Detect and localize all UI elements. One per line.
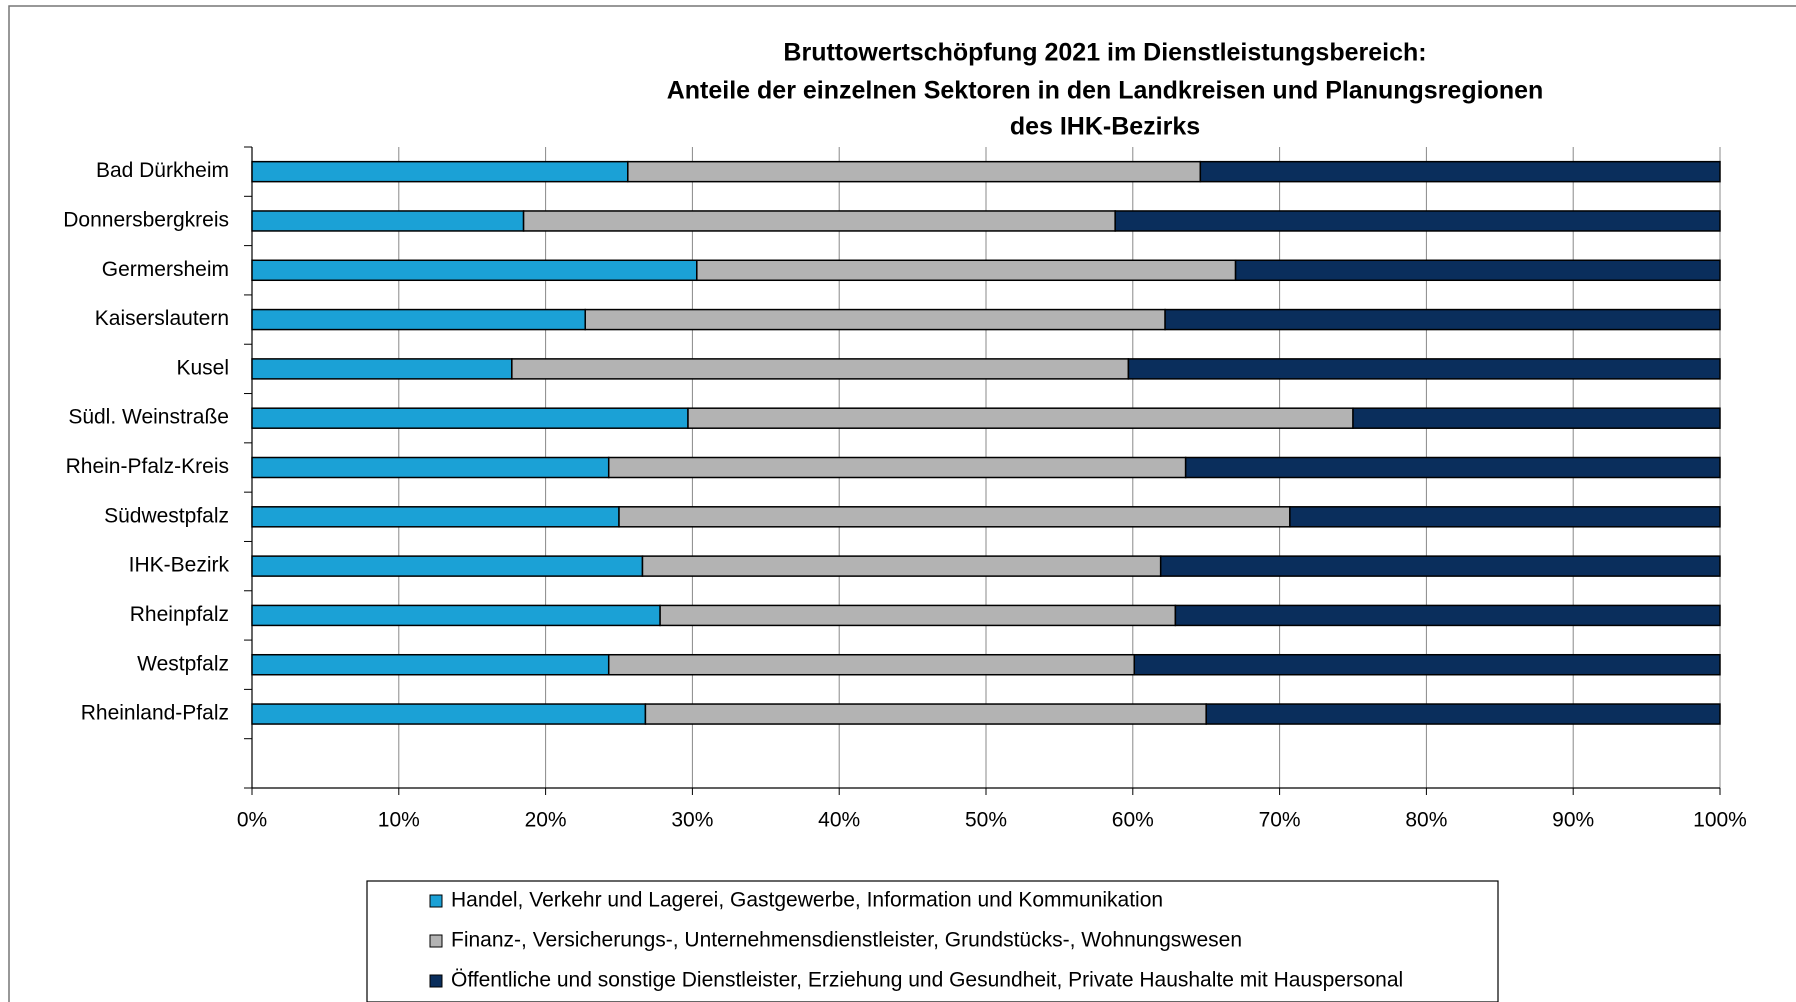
bar-segment — [607, 653, 1136, 676]
legend-label: Finanz-, Versicherungs-, Unternehmensdie… — [451, 929, 1242, 952]
legend-label: Handel, Verkehr und Lagerei, Gastgewerbe… — [451, 889, 1163, 912]
bar-segment — [1133, 653, 1721, 676]
bar-segment — [251, 456, 610, 479]
bar-segment — [1159, 555, 1721, 577]
legend-box — [366, 880, 1499, 1002]
bar-segment — [627, 160, 1202, 183]
x-tick-label: 10% — [378, 809, 420, 832]
bar-segment — [522, 210, 1116, 232]
x-tick-label: 70% — [1259, 809, 1301, 832]
legend-swatch — [429, 934, 443, 948]
bar-segment — [251, 259, 698, 282]
x-tick-label: 80% — [1405, 809, 1447, 832]
x-tick-label: 90% — [1552, 809, 1594, 832]
y-tick-label: Germersheim — [102, 258, 229, 281]
bar-segment — [251, 506, 620, 528]
bar-segment — [1289, 506, 1721, 528]
bar-segment — [696, 259, 1237, 282]
bar-segment — [659, 604, 1177, 627]
y-tick-label: Westpfalz — [137, 652, 229, 675]
bar-segment — [251, 358, 513, 380]
bar-segment — [511, 358, 1130, 380]
bar-segment — [251, 160, 629, 183]
chart-frame — [8, 5, 1796, 1002]
bar-segment — [1164, 308, 1721, 331]
y-tick-label: Bad Dürkheim — [96, 159, 229, 182]
bar-segment — [1184, 456, 1721, 479]
x-tick-label: 30% — [671, 809, 713, 832]
chart-title: Anteile der einzelnen Sektoren in den La… — [667, 77, 1544, 105]
bar-segment — [1114, 210, 1721, 232]
legend-swatch — [429, 894, 443, 908]
y-tick-label: Rhein-Pfalz-Kreis — [66, 455, 229, 478]
x-tick-label: 100% — [1693, 809, 1747, 832]
y-tick-label: IHK-Bezirk — [129, 554, 230, 577]
bar-segment — [251, 308, 586, 331]
y-tick-label: Kaiserslautern — [95, 307, 229, 330]
x-tick-label: 40% — [818, 809, 860, 832]
bar-segment — [251, 653, 610, 676]
y-tick-label: Rheinland-Pfalz — [81, 702, 229, 725]
bar-segment — [251, 703, 647, 725]
bar-segment — [644, 703, 1207, 725]
bar-segment — [1234, 259, 1721, 282]
bar-segment — [641, 555, 1162, 577]
y-tick-label: Kusel — [176, 356, 229, 379]
bar-segment — [251, 407, 689, 429]
bar-segment — [251, 555, 644, 577]
chart-title: des IHK-Bezirks — [1010, 113, 1200, 141]
y-tick-label: Rheinpfalz — [130, 603, 229, 626]
bar-segment — [607, 456, 1187, 479]
bar-segment — [1205, 703, 1721, 725]
x-tick-label: 0% — [237, 809, 267, 832]
bar-segment — [1352, 407, 1721, 429]
bar-segment — [251, 604, 661, 627]
bar-segment — [1199, 160, 1721, 183]
x-tick-label: 20% — [525, 809, 567, 832]
x-tick-label: 60% — [1112, 809, 1154, 832]
bar-segment — [1127, 358, 1721, 380]
bar-segment — [687, 407, 1354, 429]
y-tick-label: Donnersbergkreis — [63, 209, 229, 232]
legend-label: Öffentliche und sonstige Dienstleister, … — [451, 969, 1403, 992]
y-tick-label: Südl. Weinstraße — [68, 406, 229, 429]
bar-segment — [1174, 604, 1721, 627]
x-tick-label: 50% — [965, 809, 1007, 832]
bar-segment — [618, 506, 1291, 528]
bar-segment — [584, 308, 1166, 331]
y-tick-label: Südwestpfalz — [104, 504, 229, 527]
chart-title: Bruttowertschöpfung 2021 im Dienstleistu… — [783, 39, 1426, 67]
bar-segment — [251, 210, 525, 232]
legend-swatch — [429, 974, 443, 988]
